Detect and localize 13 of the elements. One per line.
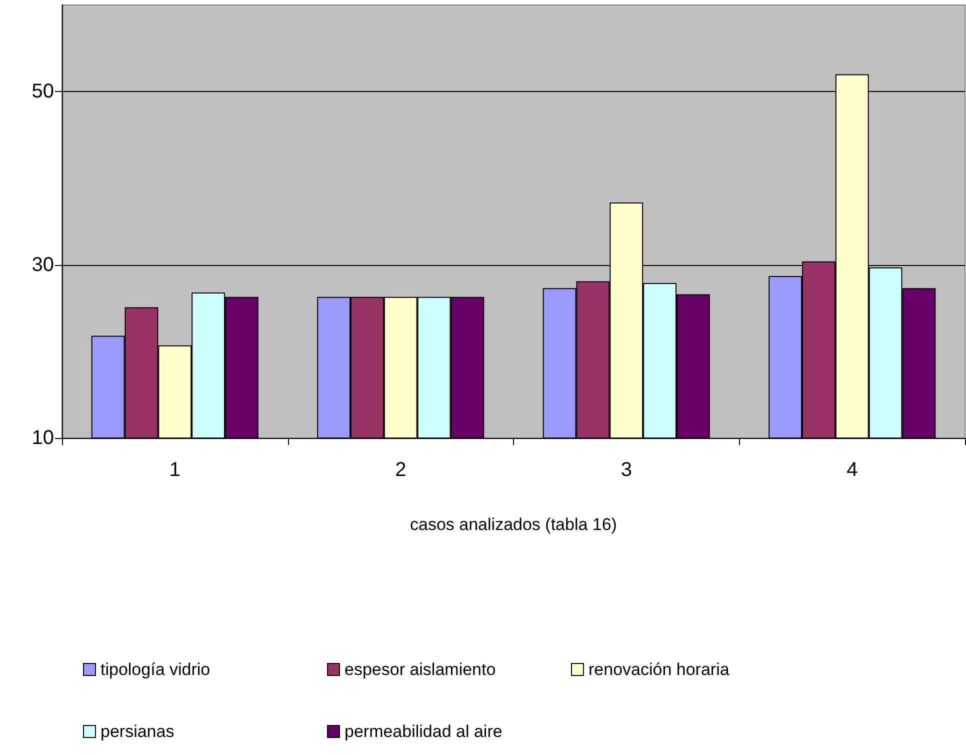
legend-label: espesor aislamiento bbox=[344, 660, 496, 679]
x-tick-label: 2 bbox=[395, 459, 406, 481]
y-tick-label: 50 bbox=[32, 80, 54, 103]
x-tick-label: 4 bbox=[846, 459, 858, 481]
legend-label: persianas bbox=[100, 722, 174, 741]
y-tick-label: 30 bbox=[32, 254, 54, 276]
x-axis-title: casos analizados (tabla 16) bbox=[410, 515, 617, 534]
legend-label: permeabilidad al aire bbox=[344, 722, 502, 741]
legend-label: tipología vidrio bbox=[100, 660, 210, 679]
x-tick-label: 1 bbox=[169, 459, 180, 481]
x-tick-label: 3 bbox=[620, 459, 632, 481]
legend-label: renovación horaria bbox=[588, 660, 730, 679]
y-tick-label: 10 bbox=[32, 427, 54, 449]
